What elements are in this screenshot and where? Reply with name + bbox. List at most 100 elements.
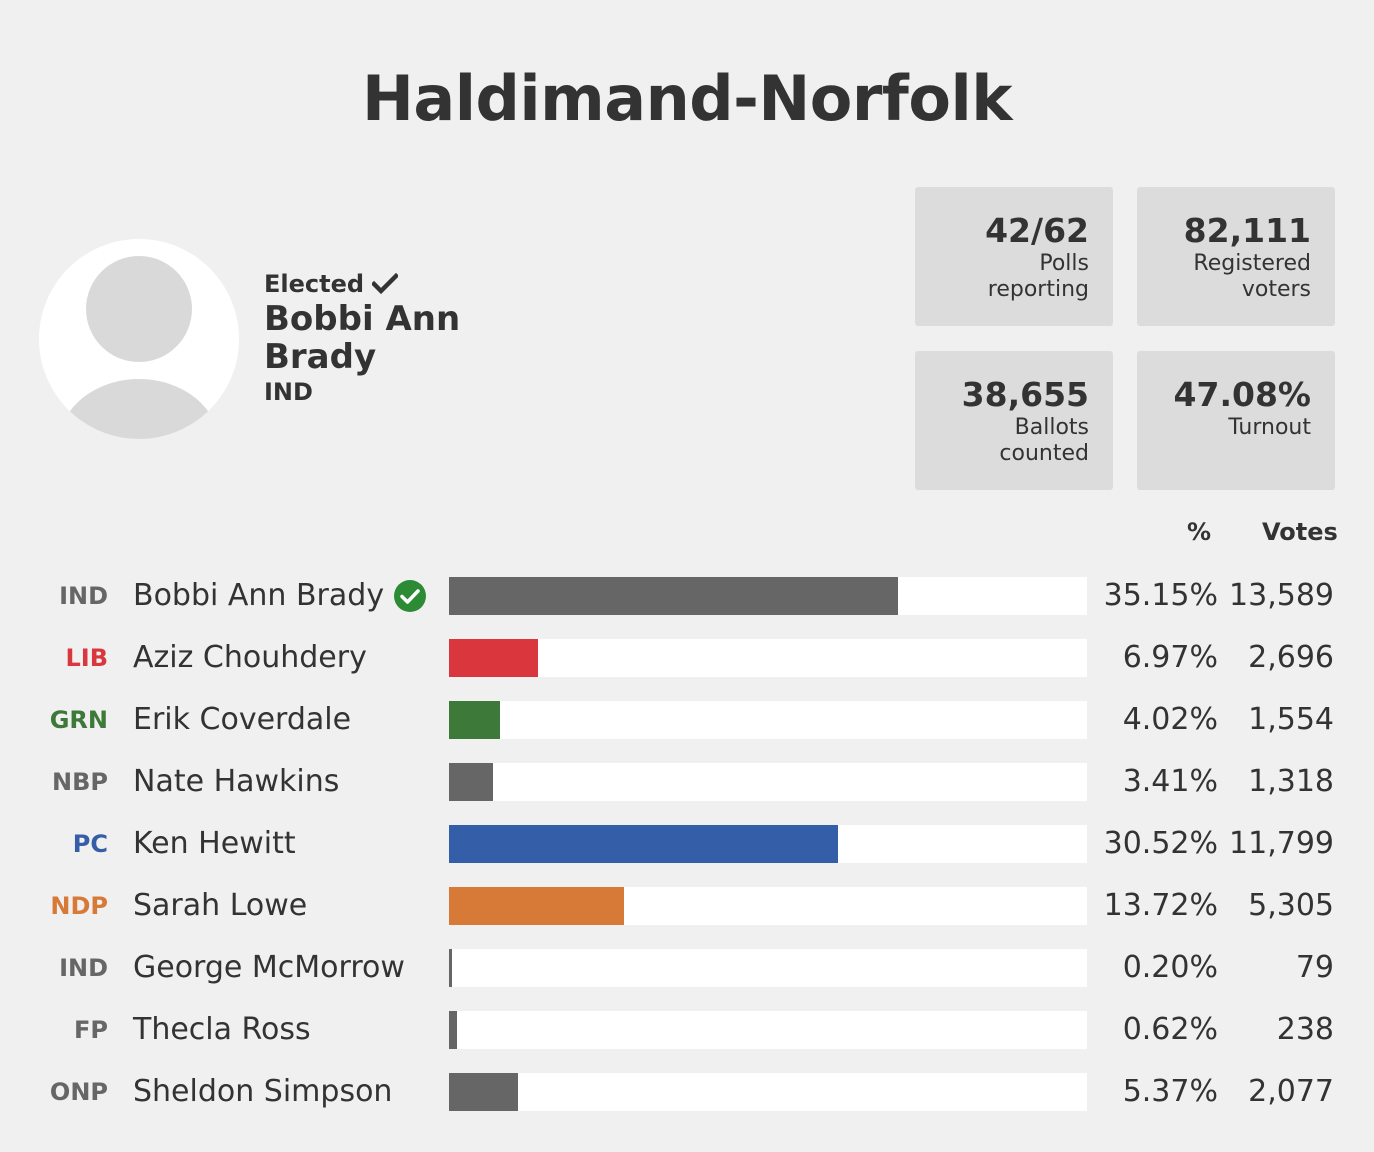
vote-share-bar — [449, 887, 624, 925]
winner-name-line1: Bobbi Ann — [264, 299, 461, 339]
percent-value: 13.72% — [1103, 888, 1218, 923]
candidate-name: Sheldon Simpson — [133, 1073, 392, 1111]
votes-value: 1,554 — [1248, 702, 1334, 737]
candidate-name: George McMorrow — [133, 949, 405, 987]
avatar — [39, 239, 239, 439]
avatar-shoulders — [59, 379, 219, 439]
party-label: ONP — [49, 1078, 108, 1106]
votes-value: 1,318 — [1248, 764, 1334, 799]
votes-value: 13,589 — [1229, 578, 1334, 613]
percent-value: 0.62% — [1122, 1012, 1218, 1047]
stat-label-line2: counted — [999, 441, 1089, 466]
candidate-name-label: Nate Hawkins — [133, 764, 340, 799]
stat-value: 82,111 — [1183, 211, 1311, 250]
votes-value: 238 — [1276, 1012, 1334, 1047]
stat-label: Ballots counted — [915, 415, 1089, 467]
vote-share-bar — [449, 949, 452, 987]
vote-share-bar — [449, 1073, 518, 1111]
result-row: FP Thecla Ross 0.62% 238 — [0, 1011, 1374, 1049]
result-row: LIB Aziz Chouhdery 6.97% 2,696 — [0, 639, 1374, 677]
stat-label-line2: voters — [1241, 277, 1311, 302]
candidate-name: Thecla Ross — [133, 1011, 311, 1049]
bar-track — [449, 887, 1087, 925]
party-label: LIB — [65, 644, 108, 672]
percent-value: 0.20% — [1122, 950, 1218, 985]
stat-polls-reporting: 42/62 Polls reporting — [915, 187, 1113, 326]
percent-value: 3.41% — [1122, 764, 1218, 799]
party-label: IND — [59, 582, 108, 610]
candidate-name: Nate Hawkins — [133, 763, 339, 801]
candidate-name-label: Sheldon Simpson — [133, 1074, 393, 1109]
vote-share-bar — [449, 639, 538, 677]
percent-value: 35.15% — [1103, 578, 1218, 613]
vote-share-bar — [449, 701, 500, 739]
bar-track — [449, 577, 1087, 615]
candidate-name: Sarah Lowe — [133, 887, 307, 925]
percent-value: 6.97% — [1122, 640, 1218, 675]
party-label: PC — [72, 830, 108, 858]
column-header-percent: % — [1187, 518, 1212, 546]
result-row: NDP Sarah Lowe 13.72% 5,305 — [0, 887, 1374, 925]
result-row: GRN Erik Coverdale 4.02% 1,554 — [0, 701, 1374, 739]
percent-value: 4.02% — [1122, 702, 1218, 737]
stat-turnout: 47.08% Turnout — [1137, 351, 1335, 490]
winner-panel: Elected Bobbi Ann Brady IND — [264, 268, 564, 406]
votes-value: 2,077 — [1248, 1074, 1334, 1109]
stat-label: Polls reporting — [915, 251, 1089, 303]
stat-label-line1: Turnout — [1228, 415, 1311, 440]
avatar-head — [86, 256, 192, 362]
result-row: IND George McMorrow 0.20% 79 — [0, 949, 1374, 987]
vote-share-bar — [449, 1011, 457, 1049]
bar-track — [449, 949, 1087, 987]
party-label: NBP — [52, 768, 108, 796]
party-label: FP — [74, 1016, 108, 1044]
stat-ballots-counted: 38,655 Ballots counted — [915, 351, 1113, 490]
stat-value: 42/62 — [985, 211, 1089, 250]
winner-status-label: Elected — [264, 270, 365, 298]
votes-value: 5,305 — [1248, 888, 1334, 923]
elected-check-icon — [394, 580, 427, 612]
result-row: IND Bobbi Ann Brady 35.15% 13,589 — [0, 577, 1374, 615]
bar-track — [449, 1073, 1087, 1111]
candidate-name-label: George McMorrow — [133, 950, 405, 985]
vote-share-bar — [449, 825, 838, 863]
stat-label-line1: Ballots — [1014, 415, 1089, 440]
bar-track — [449, 825, 1087, 863]
candidate-name-label: Thecla Ross — [133, 1012, 311, 1047]
bar-track — [449, 639, 1087, 677]
winner-name: Bobbi Ann Brady — [264, 300, 564, 376]
column-header-votes: Votes — [1262, 518, 1338, 546]
candidate-name: Aziz Chouhdery — [133, 639, 367, 677]
party-label: NDP — [50, 892, 108, 920]
winner-status: Elected — [264, 268, 564, 300]
candidate-name-label: Aziz Chouhdery — [133, 640, 367, 675]
party-label: IND — [59, 954, 108, 982]
page-title: Haldimand-Norfolk — [362, 62, 1012, 135]
stat-label: Turnout — [1137, 415, 1311, 441]
stat-label-line1: Polls — [1039, 251, 1089, 276]
bar-track — [449, 763, 1087, 801]
candidate-name-label: Sarah Lowe — [133, 888, 308, 923]
vote-share-bar — [449, 577, 898, 615]
percent-value: 30.52% — [1103, 826, 1218, 861]
votes-value: 11,799 — [1229, 826, 1334, 861]
winner-party: IND — [264, 378, 313, 406]
candidate-name: Ken Hewitt — [133, 825, 296, 863]
result-row: PC Ken Hewitt 30.52% 11,799 — [0, 825, 1374, 863]
stat-label: Registered voters — [1137, 251, 1311, 303]
candidate-name-label: Ken Hewitt — [133, 826, 296, 861]
stat-registered-voters: 82,111 Registered voters — [1137, 187, 1335, 326]
checkmark-icon — [372, 273, 399, 295]
stat-label-line2: reporting — [987, 277, 1089, 302]
bar-track — [449, 701, 1087, 739]
candidate-name-label: Erik Coverdale — [133, 702, 352, 737]
stat-value: 38,655 — [961, 375, 1089, 414]
stat-value: 47.08% — [1173, 375, 1311, 414]
percent-value: 5.37% — [1122, 1074, 1218, 1109]
votes-value: 79 — [1295, 950, 1334, 985]
candidate-name: Erik Coverdale — [133, 701, 351, 739]
vote-share-bar — [449, 763, 493, 801]
candidate-name: Bobbi Ann Brady — [133, 577, 427, 615]
result-row: ONP Sheldon Simpson 5.37% 2,077 — [0, 1073, 1374, 1111]
candidate-name-label: Bobbi Ann Brady — [133, 578, 385, 613]
